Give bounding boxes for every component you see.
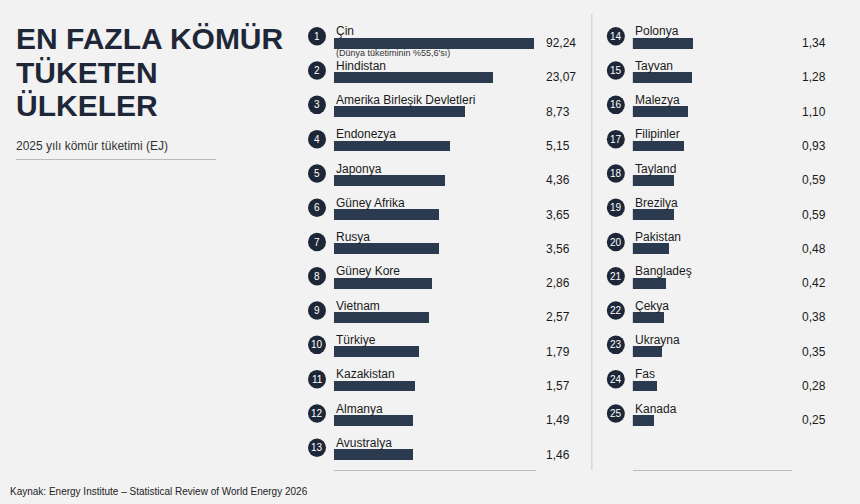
svg-text:0,35: 0,35	[802, 345, 826, 359]
svg-text:0,38: 0,38	[802, 310, 826, 324]
svg-text:3,65: 3,65	[546, 208, 570, 222]
svg-text:Kazakistan: Kazakistan	[336, 367, 395, 381]
svg-text:Bangladeş: Bangladeş	[635, 264, 692, 278]
svg-text:1,79: 1,79	[546, 345, 570, 359]
svg-text:0,93: 0,93	[802, 139, 826, 153]
svg-text:8: 8	[314, 271, 320, 282]
svg-text:0,42: 0,42	[802, 276, 826, 290]
svg-text:Brezilya: Brezilya	[635, 196, 678, 210]
svg-text:0,25: 0,25	[802, 413, 826, 427]
svg-text:1,57: 1,57	[546, 379, 570, 393]
svg-text:Güney Kore: Güney Kore	[336, 264, 400, 278]
svg-text:Endonezya: Endonezya	[336, 127, 396, 141]
svg-text:Çin: Çin	[336, 24, 354, 38]
svg-text:(Dünya tüketiminin %55,6'sı): (Dünya tüketiminin %55,6'sı)	[336, 48, 450, 58]
svg-text:Vietnam: Vietnam	[336, 299, 380, 313]
svg-text:17: 17	[610, 134, 622, 145]
svg-text:Türkiye: Türkiye	[336, 333, 376, 347]
svg-text:Rusya: Rusya	[336, 230, 370, 244]
html-text:EN FAZLA KÖMÜR TÜKETEN ÜLKELER: EN FAZLA KÖMÜR TÜKETEN ÜLKELER	[16, 22, 284, 123]
svg-text:1,46: 1,46	[546, 448, 570, 462]
svg-text:12: 12	[311, 408, 323, 419]
svg-text:Fas: Fas	[635, 367, 655, 381]
svg-text:3,56: 3,56	[546, 242, 570, 256]
svg-text:13: 13	[311, 442, 323, 453]
svg-text:24: 24	[610, 374, 622, 385]
svg-text:16: 16	[610, 99, 622, 110]
svg-text:4,36: 4,36	[546, 173, 570, 187]
svg-text:7: 7	[314, 237, 320, 248]
svg-text:Tayvan: Tayvan	[635, 59, 673, 73]
svg-text:18: 18	[610, 168, 622, 179]
svg-text:0,59: 0,59	[802, 208, 826, 222]
svg-text:1,34: 1,34	[802, 36, 826, 50]
svg-text:10: 10	[311, 339, 323, 350]
svg-text:0,28: 0,28	[802, 379, 826, 393]
svg-text:0,48: 0,48	[802, 242, 826, 256]
svg-text:9: 9	[314, 305, 320, 316]
svg-text:5: 5	[314, 168, 320, 179]
svg-text:23: 23	[610, 339, 622, 350]
svg-text:1,10: 1,10	[802, 105, 826, 119]
svg-text:Malezya: Malezya	[635, 93, 680, 107]
svg-text:2,57: 2,57	[546, 310, 570, 324]
svg-text:19: 19	[610, 202, 622, 213]
svg-text:Polonya: Polonya	[635, 24, 679, 38]
svg-text:14: 14	[610, 31, 622, 42]
svg-text:Tayland: Tayland	[635, 162, 676, 176]
svg-text:0,59: 0,59	[802, 173, 826, 187]
svg-text:21: 21	[610, 271, 622, 282]
svg-text:4: 4	[314, 134, 320, 145]
svg-text:Güney Afrika: Güney Afrika	[336, 196, 405, 210]
svg-text:22: 22	[610, 305, 622, 316]
html-text:2025 yılı kömür tüketimi (EJ): 2025 yılı kömür tüketimi (EJ)	[16, 138, 168, 153]
svg-text:Avustralya: Avustralya	[336, 436, 392, 450]
svg-text:Çekya: Çekya	[635, 299, 669, 313]
svg-text:Pakistan: Pakistan	[635, 230, 681, 244]
svg-text:15: 15	[610, 65, 622, 76]
svg-text:23,07: 23,07	[546, 70, 576, 84]
svg-text:Filipinler: Filipinler	[635, 127, 680, 141]
svg-text:2: 2	[314, 65, 320, 76]
svg-text:8,73: 8,73	[546, 105, 570, 119]
html-text:Kaynak: Energy Institute – Sta: Kaynak: Energy Institute – Statistical R…	[10, 486, 308, 497]
svg-text:92,24: 92,24	[546, 36, 576, 50]
svg-text:2,86: 2,86	[546, 276, 570, 290]
svg-text:Japonya: Japonya	[336, 162, 382, 176]
svg-text:5,15: 5,15	[546, 139, 570, 153]
svg-text:Ukrayna: Ukrayna	[635, 333, 680, 347]
svg-text:6: 6	[314, 202, 320, 213]
svg-text:3: 3	[314, 99, 320, 110]
svg-text:11: 11	[312, 374, 323, 385]
svg-text:1,28: 1,28	[802, 70, 826, 84]
svg-text:25: 25	[610, 408, 622, 419]
svg-text:1,49: 1,49	[546, 413, 570, 427]
svg-text:Amerika Birleşik Devletleri: Amerika Birleşik Devletleri	[336, 93, 475, 107]
svg-text:20: 20	[610, 237, 622, 248]
svg-text:Hindistan: Hindistan	[336, 59, 386, 73]
svg-text:1: 1	[314, 31, 320, 42]
svg-text:Kanada: Kanada	[635, 402, 677, 416]
svg-text:Almanya: Almanya	[336, 402, 383, 416]
